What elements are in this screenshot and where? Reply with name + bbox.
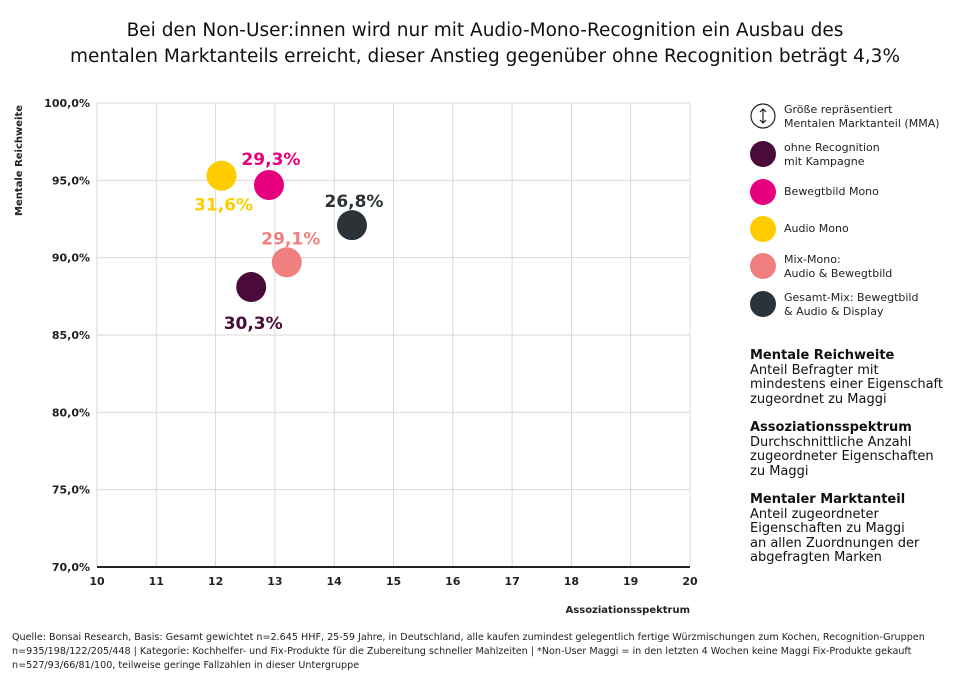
legend-label-line-1: Mix-Mono: [784, 253, 841, 266]
legend-label: Audio Mono [784, 222, 849, 236]
y-tick-label: 100,0% [44, 97, 90, 110]
legend-label: Mix-Mono: Audio & Bewegtbild [784, 253, 892, 281]
footnote-line-1: Quelle: Bonsai Research, Basis: Gesamt g… [12, 632, 925, 643]
legend-label: Gesamt-Mix: Bewegtbild & Audio & Display [784, 291, 918, 319]
definition-line: Anteil Befragter mit [750, 362, 879, 378]
data-label: 26,8% [324, 192, 383, 212]
legend-label: ohne Recognition mit Kampagne [784, 141, 880, 169]
legend-label-line-2: mit Kampagne [784, 155, 865, 168]
legend-label: Bewegtbild Mono [784, 185, 879, 199]
definition-heading: Assoziationsspektrum [750, 420, 912, 435]
chart-title-line-1: Bei den Non-User:innen wird nur mit Audi… [126, 20, 844, 41]
x-tick-label: 14 [327, 575, 343, 588]
chart-title: Bei den Non-User:innen wird nur mit Audi… [20, 18, 950, 70]
data-point [336, 210, 367, 241]
legend-swatch [750, 141, 776, 167]
definition-line: zugeordneter Eigenschaften [750, 449, 934, 464]
x-tick-label: 15 [386, 575, 401, 588]
legend-size-note-line-2: Mentalen Marktanteil (MMA) [784, 117, 940, 130]
data-label: 30,3% [224, 314, 283, 334]
definition-line: Eigenschaften zu Maggi [750, 521, 905, 536]
y-tick-label: 90,0% [52, 252, 90, 265]
legend-item: ohne Recognition mit Kampagne [750, 141, 965, 169]
x-tick-label: 11 [149, 575, 164, 588]
x-tick-label: 20 [682, 575, 698, 588]
definition-line: Anteil zugeordneter [750, 506, 879, 522]
legend-size-note-line-1: Größe repräsentiert [784, 103, 893, 116]
x-tick-label: 18 [564, 575, 579, 588]
legend-item: Audio Mono [750, 216, 965, 242]
legend-item: Gesamt-Mix: Bewegtbild & Audio & Display [750, 291, 965, 319]
y-tick-label: 95,0% [52, 174, 90, 187]
y-tick-label: 70,0% [52, 561, 90, 574]
legend-label-line-2: & Audio & Display [784, 305, 884, 318]
definition-line: an allen Zuordnungen der [750, 535, 920, 551]
footnote-line-3: n=527/93/66/81/100, teilweise geringe Fa… [12, 660, 360, 671]
data-point [271, 247, 302, 278]
legend-label-line-1: ohne Recognition [784, 141, 880, 154]
definition-line: abgefragten Marken [750, 550, 882, 565]
definition-mentaler-marktanteil: Mentaler Marktanteil Anteil zugeordneter… [750, 492, 965, 566]
x-axis-title: Assoziationsspektrum [566, 605, 690, 616]
grid [96, 102, 691, 567]
up-down-arrow-icon [750, 103, 776, 129]
definitions: Mentale Reichweite Anteil Befragter mit … [750, 348, 965, 580]
definition-line: zugeordnet zu Maggi [750, 391, 887, 407]
legend-item: Mix-Mono: Audio & Bewegtbild [750, 253, 965, 281]
data-label: 29,1% [261, 229, 320, 249]
x-tick-label: 19 [623, 575, 638, 588]
footnote-line-2: n=935/198/122/205/448 | Kategorie: Kochh… [12, 646, 912, 657]
data-point [253, 169, 284, 200]
x-tick-label: 13 [267, 575, 282, 588]
x-tick-label: 17 [504, 575, 519, 588]
source-footnote: Quelle: Bonsai Research, Basis: Gesamt g… [12, 631, 962, 673]
definition-heading: Mentale Reichweite [750, 348, 895, 363]
data-labels: 30,3% 29,3% 31,6% 29,1%26,8% [194, 150, 383, 334]
definition-heading: Mentaler Marktanteil [750, 492, 906, 507]
definition-assoziationsspektrum: Assoziationsspektrum Durchschnittliche A… [750, 420, 965, 479]
legend-swatch [750, 253, 776, 279]
data-points [206, 160, 367, 303]
definition-line: zu Maggi [750, 463, 809, 479]
legend: Größe repräsentiert Mentalen Marktanteil… [750, 103, 965, 329]
legend-swatch [750, 291, 776, 317]
legend-size-note: Größe repräsentiert Mentalen Marktanteil… [750, 103, 965, 131]
y-tick-label: 85,0% [52, 329, 90, 342]
legend-swatch [750, 216, 776, 242]
chart-title-line-2: mentalen Marktanteils erreicht, dieser A… [69, 46, 901, 67]
tick-labels: 10 11 12 13 14 15 16 17 18 19 20 70,0% 75,0% 80,0% 85,… [44, 97, 698, 588]
legend-label-line-1: Gesamt-Mix: Bewegtbild [784, 291, 919, 304]
data-point [236, 272, 267, 303]
x-tick-label: 12 [208, 575, 223, 588]
data-point [206, 160, 237, 191]
legend-size-note-text: Größe repräsentiert Mentalen Marktanteil… [784, 103, 940, 131]
definition-mentale-reichweite: Mentale Reichweite Anteil Befragter mit … [750, 348, 965, 407]
data-label: 31,6% [194, 196, 253, 216]
y-tick-label: 80,0% [52, 406, 90, 419]
y-tick-label: 75,0% [52, 484, 90, 497]
legend-swatch [750, 179, 776, 205]
definition-line: Durchschnittliche Anzahl [750, 434, 912, 450]
y-axis-title: Mentale Reichweite [14, 105, 25, 216]
definition-line: mindestens einer Eigenschaft [750, 377, 943, 392]
legend-item: Bewegtbild Mono [750, 179, 965, 205]
x-tick-label: 16 [445, 575, 461, 588]
legend-label-line-1: Audio Mono [784, 222, 849, 235]
legend-label-line-1: Bewegtbild Mono [784, 185, 879, 198]
data-label: 29,3% [241, 150, 300, 170]
legend-label-line-2: Audio & Bewegtbild [784, 267, 893, 280]
x-tick-label: 10 [89, 575, 105, 588]
